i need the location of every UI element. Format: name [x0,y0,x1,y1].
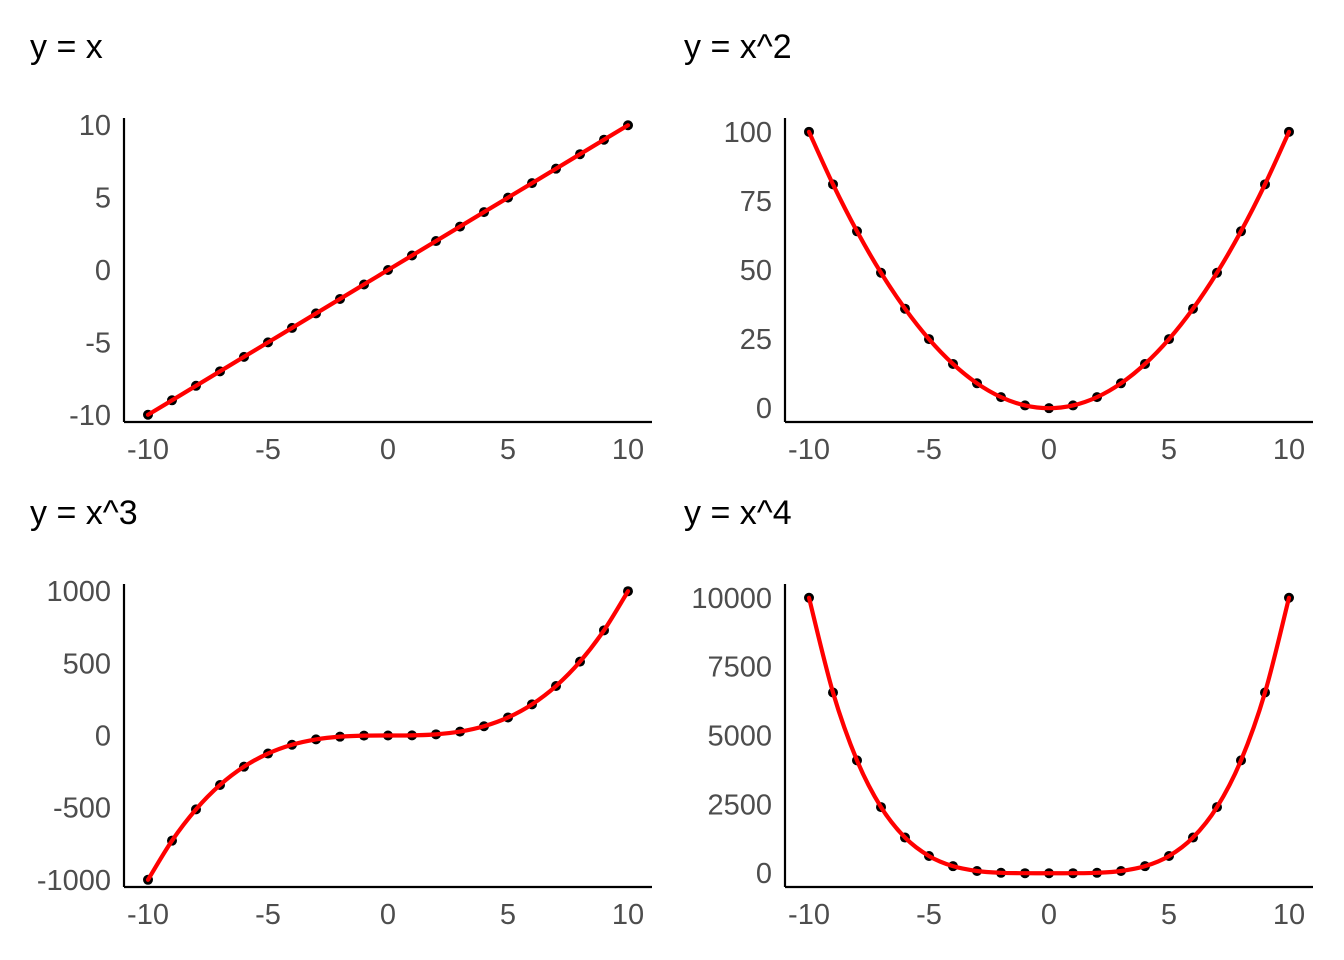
chart-panel-3: y = x^3 -1000 -500 0 500 1000 -10 -5 0 5 10 [30,494,652,931]
chart-title: y = x^4 [684,494,792,532]
y-tick-label: 5000 [707,721,772,753]
x-tick-label: 10 [612,899,644,931]
x-tick-label: 0 [1041,899,1057,931]
series-line [806,129,1292,411]
series-line [145,123,631,417]
y-tick-label: 0 [756,393,772,425]
y-tick-label: -5 [85,327,111,359]
x-tick-label: 0 [380,899,396,931]
x-tick-label: -5 [916,899,942,931]
x-tick-label: -10 [127,899,169,931]
x-tick-label: 10 [612,434,644,466]
series-line [806,595,1292,876]
chart-panel-2: y = x^2 0 25 50 75 100 -10 -5 0 5 10 [684,28,1313,466]
chart-title: y = x [30,28,103,66]
chart-panel-1: y = x -10 -5 0 5 10 -10 -5 0 5 10 [30,28,652,466]
y-tick-label: 0 [756,858,772,890]
series-line [145,589,631,882]
x-tick-label: 5 [1161,434,1177,466]
x-tick-label: 0 [380,434,396,466]
y-tick-label: 50 [740,255,772,287]
y-tick-label: 0 [95,721,111,753]
x-tick-label: -10 [788,434,830,466]
y-tick-label: -10 [69,400,111,432]
chart-panel-4: y = x^4 0 2500 5000 7500 10000 -10 -5 0 5 10 [684,494,1313,931]
y-tick-label: 500 [63,648,111,680]
y-tick-label: 7500 [707,652,772,684]
y-tick-label: 25 [740,324,772,356]
chart-title: y = x^3 [30,494,138,532]
x-tick-label: -5 [916,434,942,466]
x-tick-label: 5 [500,434,516,466]
chart-title: y = x^2 [684,28,792,66]
x-tick-label: -10 [127,434,169,466]
y-tick-label: 10 [79,110,111,142]
y-tick-label: 75 [740,186,772,218]
x-tick-label: 10 [1273,434,1305,466]
x-tick-label: 10 [1273,899,1305,931]
y-tick-label: -1000 [37,865,111,897]
x-tick-label: -5 [255,434,281,466]
y-tick-label: 0 [95,255,111,287]
y-tick-label: 1000 [46,576,111,608]
y-tick-label: 100 [724,117,772,149]
x-tick-label: -5 [255,899,281,931]
y-tick-label: 5 [95,183,111,215]
y-tick-label: -500 [53,793,111,825]
x-tick-label: -10 [788,899,830,931]
y-tick-label: 10000 [691,583,772,615]
x-tick-label: 5 [500,899,516,931]
x-tick-label: 0 [1041,434,1057,466]
y-tick-label: 2500 [707,789,772,821]
x-tick-label: 5 [1161,899,1177,931]
